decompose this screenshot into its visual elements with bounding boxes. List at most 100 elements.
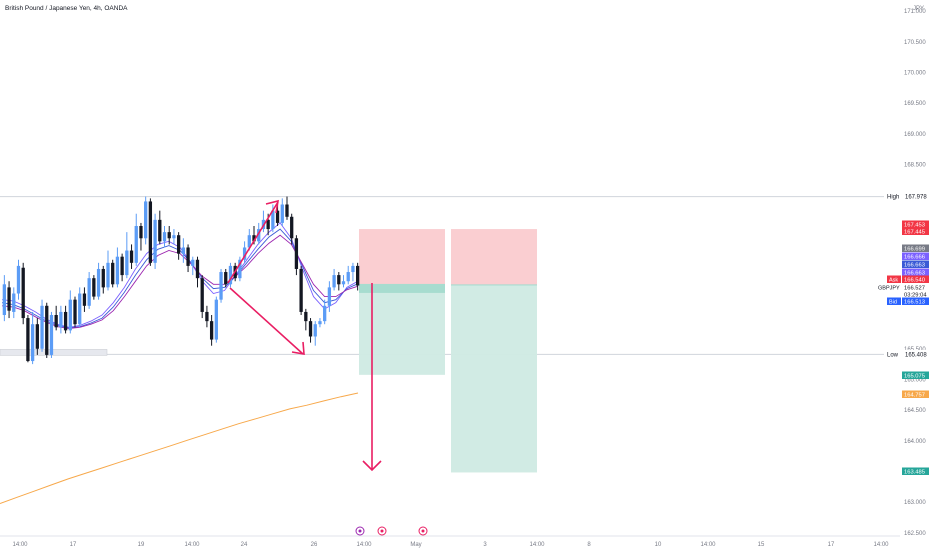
event-marker-2[interactable]: [377, 526, 387, 536]
event-markers[interactable]: [355, 526, 428, 536]
candle-body: [195, 259, 200, 279]
candle-body: [228, 265, 233, 285]
candle-body: [158, 219, 162, 242]
time-axis[interactable]: 14:00 17 19 14:00 24 26 14:00 May 3 14:00 8 10 14:00…: [0, 535, 900, 548]
price-label-text: 166.666: [904, 254, 925, 260]
candle-body: [224, 272, 228, 285]
candle-body: [167, 232, 171, 239]
candle-body: [308, 321, 313, 337]
low-marker-bar: [0, 349, 108, 356]
candle-body: [106, 262, 110, 288]
time-tick-label: 26: [311, 542, 318, 548]
price-label-bg: [902, 275, 929, 283]
time-tick-label: 24: [241, 542, 248, 548]
price-label-bg: [902, 290, 929, 298]
candle-body: [238, 259, 242, 279]
candle-body: [247, 235, 251, 248]
price-label-text: 164.757: [904, 392, 925, 398]
time-tick-label: 19: [138, 542, 145, 548]
price-tick-label: 162.500: [904, 531, 926, 537]
candle-body: [355, 265, 360, 286]
candle-body: [294, 238, 299, 269]
up-arrow-line[interactable]: [227, 201, 279, 284]
time-tick-label: 14:00: [12, 542, 28, 548]
price-label-bg: [902, 371, 929, 379]
candle-body: [242, 247, 247, 260]
candle-body: [257, 229, 261, 242]
candle-body: [323, 305, 327, 322]
time-tick-label: 14:00: [356, 542, 372, 548]
candle-body: [172, 235, 176, 239]
symbol-tag-label: GBPJPY: [878, 286, 900, 292]
time-tick-label: 14:00: [873, 542, 889, 548]
price-label-bg: [902, 260, 929, 268]
low-tag-label: Low: [887, 352, 899, 358]
price-label-text: 166.663: [904, 262, 925, 268]
candle-body: [111, 262, 115, 285]
bid-tag-label: Bid: [889, 300, 897, 306]
price-grid: [0, 196, 900, 356]
candle-body: [45, 305, 49, 355]
candle-body: [341, 281, 346, 285]
candle-body: [214, 299, 218, 340]
candle-body: [134, 225, 138, 263]
ask-tag-bg: [887, 275, 901, 283]
price-tick-label: 169.000: [904, 132, 926, 138]
candle-body: [96, 268, 101, 297]
price-label-bg: [902, 297, 929, 305]
price-tick-label: 170.000: [904, 71, 926, 77]
candle-body: [318, 321, 322, 325]
price-label-bg: [902, 283, 929, 291]
candle-body: [304, 311, 308, 322]
candle-body: [266, 219, 270, 230]
candle-body: [313, 324, 317, 337]
candle-body: [87, 278, 91, 306]
price-label-bg: [902, 268, 929, 276]
target-zone-1[interactable]: [359, 284, 445, 375]
time-tick-label: 10: [655, 542, 662, 548]
price-label-text: 166.527: [904, 285, 925, 291]
candle-body: [285, 204, 289, 217]
candle-body: [219, 272, 223, 300]
high-tag-value: 167.978: [905, 195, 927, 201]
candle-body: [205, 311, 209, 322]
candle-body: [186, 247, 190, 266]
candle-body: [337, 275, 341, 285]
candle-body: [290, 216, 294, 239]
candle-body: [2, 284, 7, 316]
candles: [2, 196, 360, 365]
down-diagonal-arrow-line[interactable]: [229, 287, 304, 355]
event-marker-1[interactable]: [355, 526, 365, 536]
candle-body: [78, 293, 82, 325]
low-tag-bg: [884, 349, 930, 359]
candle-body: [346, 272, 350, 282]
target-zone-2[interactable]: [451, 284, 537, 473]
stop-zone-2[interactable]: [451, 229, 537, 285]
high-tag-label: High: [887, 195, 899, 201]
candle-body: [139, 225, 143, 239]
time-tick-label: 14:00: [529, 542, 545, 548]
price-label-text: 167.453: [904, 222, 925, 228]
down-vertical-arrowhead: [362, 460, 382, 472]
time-tick-label: 17: [70, 542, 77, 548]
time-tick-label: 14:00: [700, 542, 716, 548]
position-zones[interactable]: [359, 229, 537, 473]
event-marker-3[interactable]: [418, 526, 428, 536]
price-tick-label: 170.500: [904, 40, 926, 46]
drawings[interactable]: [227, 199, 382, 472]
candle-body: [16, 265, 21, 294]
price-label-bg: [902, 227, 929, 235]
price-label-text: 03:29:04: [904, 292, 927, 298]
price-label-text: 165.075: [904, 373, 925, 379]
price-label-text: 163.485: [904, 469, 925, 475]
candle-body: [92, 278, 96, 297]
candle-body: [176, 235, 181, 254]
high-tag-bg: [884, 192, 930, 202]
price-tick-label: 164.500: [904, 408, 926, 414]
candle-body: [148, 201, 153, 263]
candle-body: [252, 235, 256, 242]
stop-zone-1[interactable]: [359, 229, 445, 285]
long-moving-average-line: [0, 392, 359, 504]
